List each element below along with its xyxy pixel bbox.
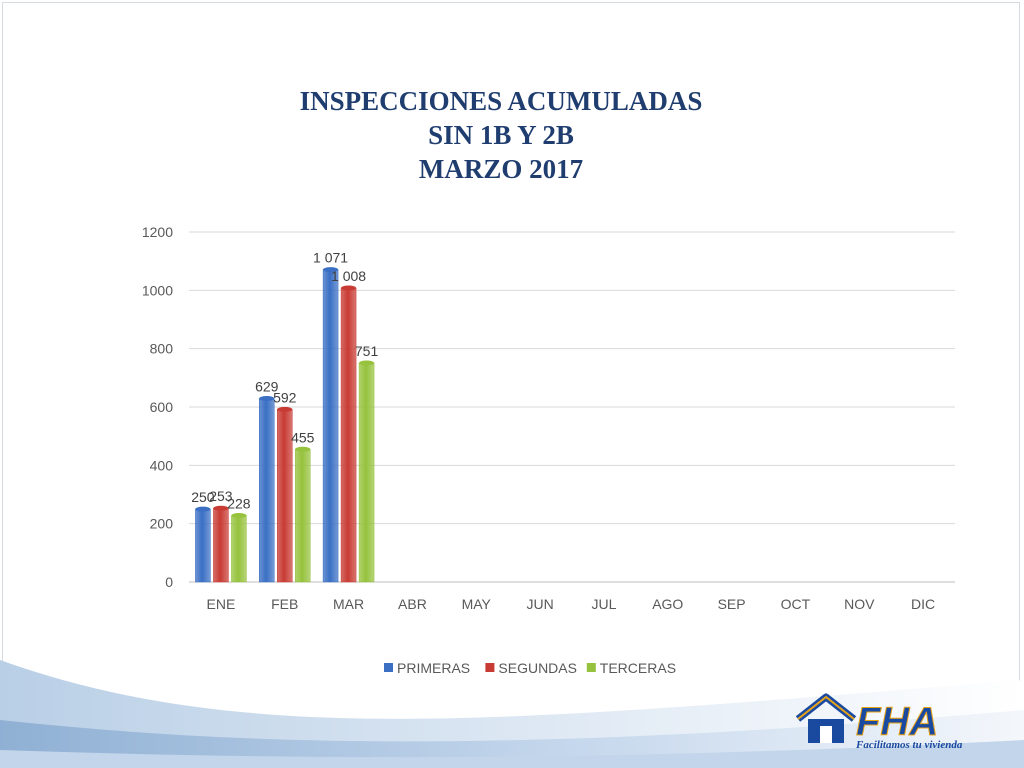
y-tick-label: 0 xyxy=(165,574,173,590)
logo-text: FHA xyxy=(856,700,938,744)
bar-segundas xyxy=(340,287,357,583)
data-label: 592 xyxy=(273,389,297,405)
y-tick-label: 800 xyxy=(150,341,174,357)
bar-top xyxy=(341,285,357,291)
x-tick-label: FEB xyxy=(271,596,298,612)
bar-top xyxy=(359,360,375,366)
bar-terceras xyxy=(295,449,311,583)
bar-top xyxy=(259,396,275,402)
legend-label: SEGUNDAS xyxy=(498,660,577,676)
data-label: 228 xyxy=(227,496,251,512)
logo-tagline: Facilitamos tu vivienda xyxy=(855,739,963,751)
data-label: 1 008 xyxy=(331,268,366,284)
bar-terceras xyxy=(231,515,247,583)
bar-top xyxy=(231,513,247,518)
data-label: 253 xyxy=(209,488,233,504)
x-tick-label: ENE xyxy=(207,596,236,612)
x-tick-label: AGO xyxy=(652,596,683,612)
legend-label: TERCERAS xyxy=(600,660,676,676)
house-icon xyxy=(796,693,857,743)
bar-segundas xyxy=(213,507,229,583)
bar-segundas xyxy=(277,409,293,583)
y-tick-label: 1000 xyxy=(142,282,173,298)
data-label: 751 xyxy=(355,343,379,359)
data-label: 1 071 xyxy=(313,250,348,266)
x-tick-label: JUN xyxy=(526,596,553,612)
x-tick-label: MAR xyxy=(333,596,364,612)
x-tick-label: DIC xyxy=(911,596,935,612)
title-line-2: SIN 1B Y 2B xyxy=(428,120,574,150)
footer-swoosh xyxy=(0,660,1024,768)
bar-top xyxy=(323,267,339,273)
title-line-3: MARZO 2017 xyxy=(418,154,584,184)
bar-top xyxy=(277,406,293,412)
bar-top xyxy=(213,505,229,511)
x-tick-label: SEP xyxy=(718,596,746,612)
x-tick-label: OCT xyxy=(781,596,811,612)
bar-terceras xyxy=(358,362,375,583)
legend-swatch xyxy=(586,663,596,672)
legend-swatch xyxy=(384,663,393,672)
bar-top xyxy=(195,506,211,512)
y-tick-label: 200 xyxy=(150,516,174,532)
bar-primeras xyxy=(195,508,211,583)
y-tick-label: 600 xyxy=(150,399,174,415)
chart-title: INSPECCIONES ACUMULADAS SIN 1B Y 2B MARZ… xyxy=(0,84,1002,186)
title-line-1: INSPECCIONES ACUMULADAS xyxy=(299,86,703,116)
x-tick-label: MAY xyxy=(462,596,492,612)
fha-logo: FHA Facilitamos tu vivienda xyxy=(796,693,963,751)
bar-primeras xyxy=(259,398,275,583)
y-tick-label: 400 xyxy=(150,457,174,473)
x-tick-label: JUL xyxy=(591,596,616,612)
bar-top xyxy=(295,446,311,452)
legend-swatch xyxy=(485,663,495,672)
bar-primeras xyxy=(322,269,339,583)
legend-label: PRIMERAS xyxy=(397,660,470,676)
data-label: 629 xyxy=(255,379,279,395)
x-tick-label: NOV xyxy=(844,596,875,612)
data-label: 455 xyxy=(291,429,315,445)
x-tick-label: ABR xyxy=(398,596,427,612)
y-tick-label: 1200 xyxy=(142,224,173,240)
data-label: 250 xyxy=(191,489,215,505)
